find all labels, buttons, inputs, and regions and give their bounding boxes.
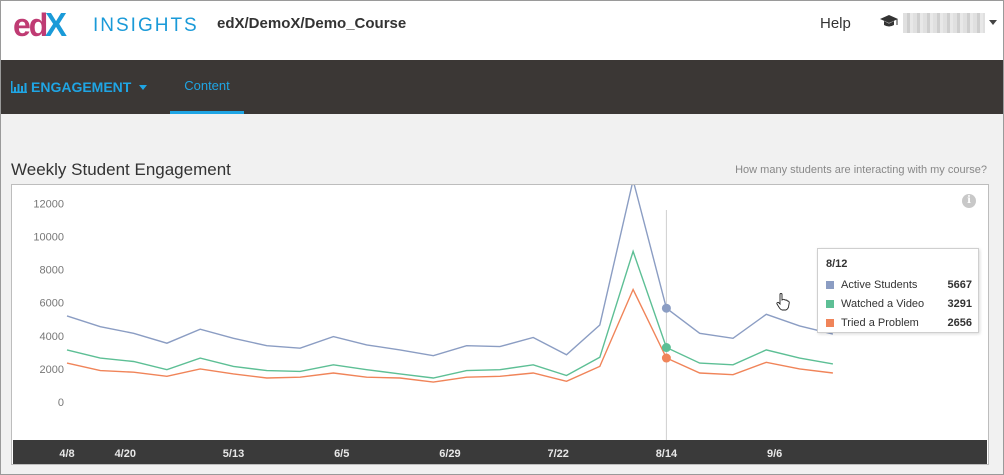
highlight-point-active-students[interactable] (661, 303, 671, 313)
series-line-tried-a-problem (66, 287, 833, 383)
engagement-label: ENGAGEMENT (31, 79, 132, 95)
logo-x-text: X (45, 6, 68, 43)
y-tick-label: 12000 (33, 198, 64, 210)
caret-down-icon[interactable] (989, 20, 997, 25)
hand-pointer-icon (776, 293, 790, 311)
legend-swatch-problem (826, 319, 834, 327)
tab-content[interactable]: Content (170, 60, 244, 114)
tooltip-value: 3291 (947, 298, 972, 310)
info-icon[interactable]: i (962, 194, 976, 208)
engagement-chart-panel: 0 2000 4000 6000 8000 10000 12000 4/8 4/20 5/13 6/… (11, 184, 989, 465)
bar-chart-icon (11, 81, 27, 93)
tooltip-row-active: Active Students 5667 (826, 278, 976, 292)
engagement-line-chart: 0 2000 4000 6000 8000 10000 12000 4/8 4/20 5/13 6/… (13, 185, 987, 464)
x-tick-label: 6/5 (334, 448, 349, 460)
x-tick-label: 5/13 (223, 448, 244, 460)
top-header: ed X INSIGHTS edX/DemoX/Demo_Course Help (1, 1, 1003, 60)
y-tick-label: 8000 (40, 265, 64, 277)
logo-ed-text: ed (13, 7, 48, 43)
section-question-link[interactable]: How many students are interacting with m… (735, 164, 987, 176)
help-link[interactable]: Help (820, 15, 851, 32)
x-tick-label: 6/29 (439, 448, 460, 460)
highlight-point-watched-a-video[interactable] (661, 343, 671, 353)
y-tick-label: 0 (58, 397, 64, 409)
main-nav: ENGAGEMENT Content (1, 60, 1003, 114)
section-title: Weekly Student Engagement (11, 160, 231, 179)
engagement-menu[interactable]: ENGAGEMENT (11, 77, 148, 97)
tooltip-label: Watched a Video (841, 298, 925, 310)
tooltip-value: 2656 (947, 317, 972, 329)
legend-swatch-video (826, 300, 834, 308)
logo-insights-text: INSIGHTS (93, 15, 199, 36)
y-tick-label: 2000 (40, 364, 64, 376)
legend-swatch-active (826, 281, 834, 289)
user-menu-name[interactable] (903, 13, 985, 33)
series-line-watched-a-video (66, 249, 834, 379)
tooltip-value: 5667 (947, 279, 972, 291)
x-axis-strip (13, 440, 987, 464)
x-tick-label: 9/6 (767, 448, 782, 460)
graduation-cap-icon (880, 15, 898, 27)
x-tick-label: 4/20 (115, 448, 136, 460)
y-tick-label: 10000 (33, 232, 64, 244)
tooltip-label: Tried a Problem (841, 317, 919, 329)
y-tick-label: 4000 (40, 331, 64, 343)
chart-tooltip: 8/12 Active Students 5667 Watched a Vide… (817, 248, 979, 333)
chevron-down-icon (139, 85, 148, 90)
course-name: edX/DemoX/Demo_Course (217, 15, 407, 32)
tooltip-row-video: Watched a Video 3291 (826, 297, 976, 311)
series-line-active-students (66, 185, 834, 357)
tooltip-label: Active Students (841, 279, 918, 291)
x-tick-label: 7/22 (547, 448, 568, 460)
x-tick-label: 4/8 (59, 448, 74, 460)
tooltip-date: 8/12 (826, 258, 848, 270)
highlight-point-tried-a-problem[interactable] (661, 353, 671, 363)
y-tick-label: 6000 (40, 298, 64, 310)
tooltip-row-problem: Tried a Problem 2656 (826, 316, 976, 330)
x-tick-label: 8/14 (656, 448, 678, 460)
